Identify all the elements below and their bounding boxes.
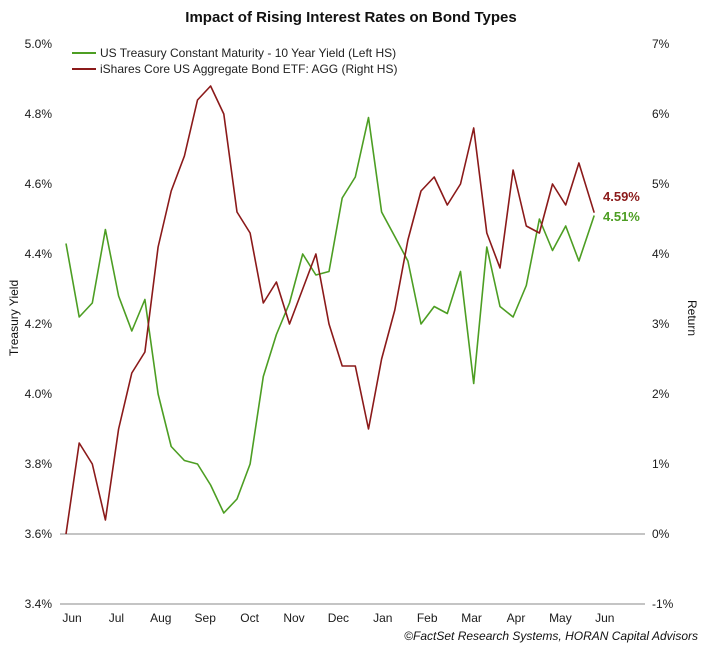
x-tick-label: Oct: [240, 611, 259, 625]
x-tick-label: Aug: [150, 611, 171, 625]
x-tick-label: Feb: [417, 611, 438, 625]
y-right-tick-label: 2%: [652, 387, 670, 401]
y-axis-right-title: Return: [685, 300, 699, 336]
y-left-tick-label: 5.0%: [25, 37, 53, 51]
y-left-tick-label: 4.0%: [25, 387, 53, 401]
y-left-tick-label: 4.6%: [25, 177, 53, 191]
series-layer: [65, 85, 595, 535]
y-left-tick-label: 4.4%: [25, 247, 53, 261]
x-tick-label: Jun: [595, 611, 614, 625]
y-left-tick-label: 4.8%: [25, 107, 53, 121]
x-tick-label: Apr: [507, 611, 526, 625]
legend-label-agg: iShares Core US Aggregate Bond ETF: AGG …: [100, 62, 397, 76]
x-tick-label: Dec: [328, 611, 349, 625]
y-left-tick-label: 3.4%: [25, 597, 53, 611]
y-right-tick-label: 5%: [652, 177, 670, 191]
end-label-agg: 4.59%: [603, 189, 640, 204]
y-right-tick-label: 7%: [652, 37, 670, 51]
x-tick-label: Nov: [283, 611, 304, 625]
end-label-treasury: 4.51%: [603, 209, 640, 224]
x-tick-label: Jun: [62, 611, 81, 625]
x-tick-label: Mar: [461, 611, 482, 625]
y-right-tick-label: 4%: [652, 247, 670, 261]
legend-label-treasury: US Treasury Constant Maturity - 10 Year …: [100, 46, 396, 60]
y-right-tick-label: 0%: [652, 527, 670, 541]
y-right-tick-label: 1%: [652, 457, 670, 471]
x-axis: Jun Jul Aug Sep Oct Nov Dec Jan Feb Mar Apr May Jun: [62, 611, 614, 625]
y-axis-left: 5.0% 4.8% 4.6% 4.4% 4.2% 4.0% 3.8% 3.6% 3.4%: [25, 37, 53, 611]
y-right-tick-label: 3%: [652, 317, 670, 331]
chart-title: Impact of Rising Interest Rates on Bond …: [185, 9, 516, 26]
y-right-tick-label: -1%: [652, 597, 674, 611]
agg-return-line: [65, 85, 595, 535]
y-axis-right: 7% 6% 5% 4% 3% 2% 1% 0% -1%: [652, 37, 674, 611]
y-left-tick-label: 3.8%: [25, 457, 53, 471]
y-left-tick-label: 4.2%: [25, 317, 53, 331]
source-note: ©FactSet Research Systems, HORAN Capital…: [404, 629, 698, 643]
x-tick-label: Jan: [373, 611, 392, 625]
y-left-tick-label: 3.6%: [25, 527, 53, 541]
x-tick-label: Jul: [109, 611, 124, 625]
treasury-yield-line: [65, 116, 595, 514]
x-tick-label: Sep: [195, 611, 217, 625]
legend: US Treasury Constant Maturity - 10 Year …: [72, 46, 397, 76]
x-tick-label: May: [549, 611, 572, 625]
y-right-tick-label: 6%: [652, 107, 670, 121]
y-axis-left-title: Treasury Yield: [7, 280, 21, 356]
